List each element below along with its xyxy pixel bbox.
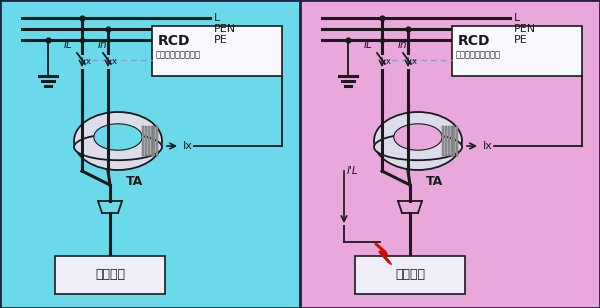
Text: x: x [86, 57, 91, 66]
Text: PEN: PEN [214, 24, 236, 34]
Ellipse shape [394, 124, 442, 150]
Ellipse shape [74, 134, 162, 160]
Bar [145, 126, 147, 156]
Text: In: In [398, 40, 407, 50]
Bar [151, 126, 152, 156]
Text: TA: TA [426, 175, 443, 188]
Text: L: L [514, 13, 520, 23]
Text: In: In [98, 40, 107, 50]
Bar [454, 126, 455, 156]
Ellipse shape [74, 112, 162, 170]
Text: RCD: RCD [158, 34, 191, 48]
Text: x: x [386, 57, 391, 66]
Text: PE: PE [514, 35, 528, 45]
Bar [156, 126, 158, 156]
Text: PEN: PEN [514, 24, 536, 34]
Text: Ix: Ix [183, 141, 193, 151]
Bar [0, 0, 300, 308]
Ellipse shape [94, 124, 142, 150]
Text: L: L [214, 13, 220, 23]
Bar [154, 126, 155, 156]
Text: IL: IL [64, 40, 73, 50]
Ellipse shape [374, 134, 462, 160]
Bar [456, 126, 458, 156]
Bar [355, 256, 465, 294]
Text: RCD: RCD [458, 34, 491, 48]
Text: 用电设备: 用电设备 [95, 269, 125, 282]
Bar [451, 126, 452, 156]
Ellipse shape [374, 112, 462, 170]
Bar [442, 126, 444, 156]
Bar [445, 126, 447, 156]
Text: I'L: I'L [347, 166, 359, 176]
Bar [142, 126, 144, 156]
Bar [55, 256, 165, 294]
Text: IL: IL [364, 40, 373, 50]
Text: Ix: Ix [483, 141, 493, 151]
Text: 漏电检测及控制装置: 漏电检测及控制装置 [456, 50, 501, 59]
Text: 漏电检测及控制装置: 漏电检测及控制装置 [156, 50, 201, 59]
Bar [448, 126, 450, 156]
Bar [152, 26, 282, 76]
Text: TA: TA [126, 175, 143, 188]
Bar [148, 126, 150, 156]
Text: 用电设备: 用电设备 [395, 269, 425, 282]
Bar [300, 0, 600, 308]
Text: PE: PE [214, 35, 228, 45]
Text: x: x [412, 57, 417, 66]
Text: x: x [112, 57, 117, 66]
Bar [452, 26, 582, 76]
